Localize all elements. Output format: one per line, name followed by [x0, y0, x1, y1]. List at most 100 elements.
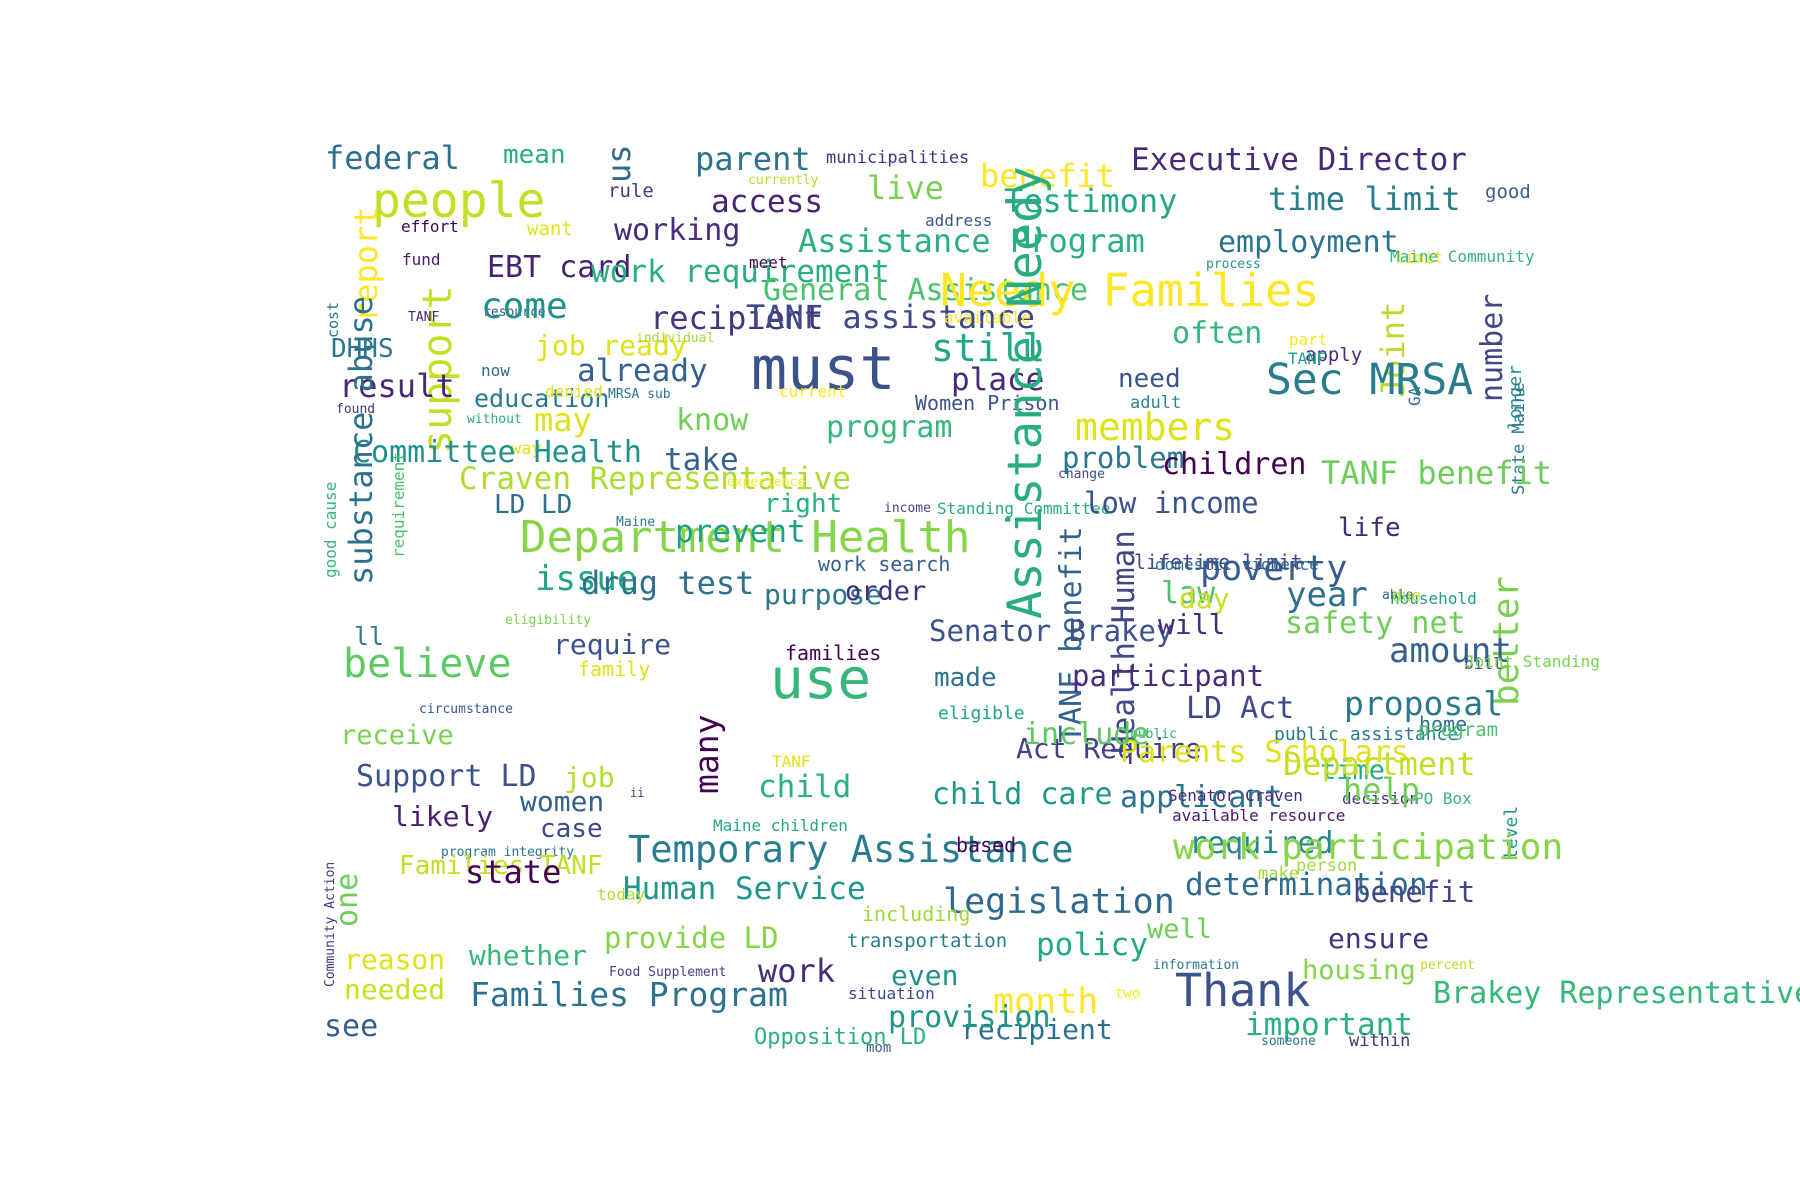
- word-cloud-word: substance abuse: [342, 296, 380, 585]
- word-cloud-word: LD Act: [1186, 691, 1294, 726]
- word-cloud-word: Maine children: [713, 816, 848, 835]
- word-cloud-word: state: [465, 853, 561, 891]
- word-cloud-word: federal: [325, 139, 460, 177]
- word-cloud-word: mean: [503, 140, 566, 170]
- word-cloud-word: women: [520, 785, 604, 818]
- word-cloud-word: adult: [1130, 393, 1181, 413]
- word-cloud-word: currently: [748, 173, 819, 188]
- word-cloud-word: problem: [1062, 441, 1184, 475]
- word-cloud-word: drug test: [581, 564, 754, 602]
- word-cloud-word: someone: [1261, 1034, 1316, 1049]
- word-cloud-word: important: [1245, 1007, 1413, 1043]
- word-cloud-word: TANF: [408, 310, 439, 325]
- word-cloud-word: support: [415, 285, 461, 454]
- word-cloud-word: better: [1486, 576, 1527, 706]
- word-cloud-word: determination: [1185, 867, 1428, 903]
- word-cloud-word: ensure: [1328, 922, 1429, 955]
- word-cloud-word: members: [1075, 405, 1235, 449]
- word-cloud-word: due: [1392, 586, 1421, 605]
- word-cloud-word: TANF benefit: [1321, 454, 1552, 492]
- word-cloud-word: one: [330, 873, 365, 927]
- word-cloud-word: program integrity: [441, 845, 574, 860]
- word-cloud-word: work requirement: [591, 254, 890, 290]
- word-cloud-word: two: [1115, 986, 1140, 1002]
- word-cloud-word: change: [1058, 467, 1105, 482]
- word-cloud-word: still: [931, 326, 1045, 370]
- word-cloud-word: applicant: [1120, 780, 1283, 815]
- word-cloud-word: part: [1289, 330, 1328, 349]
- word-cloud-word: work participation: [1173, 827, 1563, 868]
- word-cloud-word: experience: [727, 475, 805, 490]
- word-cloud-word: individual: [636, 331, 714, 346]
- word-cloud-word: know: [676, 403, 749, 438]
- word-cloud-word: whether: [469, 939, 587, 972]
- word-cloud-word: resource: [483, 305, 546, 320]
- word-cloud-word: well: [1147, 914, 1212, 945]
- word-cloud-word: transportation: [847, 930, 1007, 952]
- word-cloud-word: longer: [1505, 365, 1526, 430]
- word-cloud-word: live: [867, 169, 944, 207]
- word-cloud-word: believe: [343, 641, 512, 687]
- word-cloud-word: requirement: [389, 452, 408, 558]
- word-cloud-word: DHHS: [331, 334, 394, 364]
- word-cloud-word: issue: [535, 559, 637, 599]
- word-cloud-word: effort: [401, 217, 459, 236]
- word-cloud-word: work search: [818, 552, 950, 576]
- word-cloud-word: Temporary Assistance: [628, 828, 1074, 871]
- word-cloud-word: Joint: [1374, 302, 1412, 398]
- word-cloud-word: take: [664, 442, 739, 478]
- word-cloud-word: access: [711, 184, 823, 220]
- word-cloud-word: denied: [545, 382, 603, 401]
- word-cloud-word: within: [1349, 1031, 1410, 1051]
- word-cloud-word: now: [481, 361, 510, 380]
- word-cloud-word: Food Supplement: [609, 965, 726, 980]
- word-cloud-word: TANF assistance: [746, 298, 1035, 336]
- word-cloud-word: provision: [888, 1000, 1051, 1035]
- word-cloud-word: PO Box: [1414, 789, 1472, 808]
- word-cloud-word: program: [826, 410, 952, 445]
- word-cloud-word: people: [372, 173, 545, 229]
- word-cloud-word: Maine: [616, 515, 655, 530]
- word-cloud-word: Assistance Needy: [998, 166, 1053, 619]
- word-cloud-word: Senator Craven: [1168, 786, 1303, 805]
- word-cloud-word: want: [527, 218, 573, 240]
- word-cloud-word: prevent: [675, 514, 806, 550]
- word-cloud-word: bill: [1464, 654, 1503, 673]
- word-cloud-word: child care: [932, 777, 1113, 812]
- word-cloud-word: year: [1286, 575, 1368, 615]
- word-cloud-word: Committee Health: [353, 435, 642, 470]
- word-cloud-word: time: [1320, 755, 1385, 786]
- word-cloud-word: situation: [848, 984, 935, 1003]
- word-cloud-word: GA: [1405, 386, 1424, 406]
- word-cloud-word: domestic violence: [1155, 555, 1319, 574]
- word-cloud-word: Department: [1283, 745, 1476, 783]
- word-cloud-word: Women Prison: [915, 391, 1060, 415]
- word-cloud-word: policy: [1036, 927, 1148, 963]
- word-cloud-word: often: [1172, 316, 1262, 351]
- word-cloud-word: lifetime limit: [1134, 550, 1303, 574]
- word-cloud-word: today: [597, 885, 646, 904]
- word-cloud-word: Senator Brakey: [929, 614, 1173, 648]
- word-cloud-word: good cause: [321, 482, 340, 578]
- word-cloud-word: see: [324, 1009, 378, 1044]
- word-cloud-word: ll: [354, 622, 384, 651]
- word-cloud-word: General Assistance: [763, 273, 1088, 308]
- word-cloud-word: eligible: [938, 703, 1025, 724]
- word-cloud-word: Maine Community: [1390, 247, 1535, 266]
- word-cloud-word: mom: [866, 1040, 891, 1056]
- word-cloud-word: child: [758, 769, 851, 805]
- word-cloud-word: Thank: [1175, 964, 1310, 1017]
- word-cloud-word: process: [1206, 257, 1261, 272]
- word-cloud-word: parent: [695, 140, 811, 178]
- word-cloud-word: day: [1179, 582, 1230, 615]
- word-cloud-word: including: [862, 902, 970, 926]
- word-cloud-word: Families Program: [470, 975, 788, 1014]
- word-cloud-word: percent: [1420, 958, 1475, 973]
- word-cloud-word: public assistance: [1274, 724, 1458, 745]
- word-cloud-word: safety net: [1285, 606, 1466, 641]
- word-cloud-word: job ready: [535, 329, 687, 362]
- word-cloud-word: made: [934, 663, 997, 693]
- word-cloud-word: without: [467, 412, 522, 427]
- word-cloud-word: able: [1382, 588, 1413, 603]
